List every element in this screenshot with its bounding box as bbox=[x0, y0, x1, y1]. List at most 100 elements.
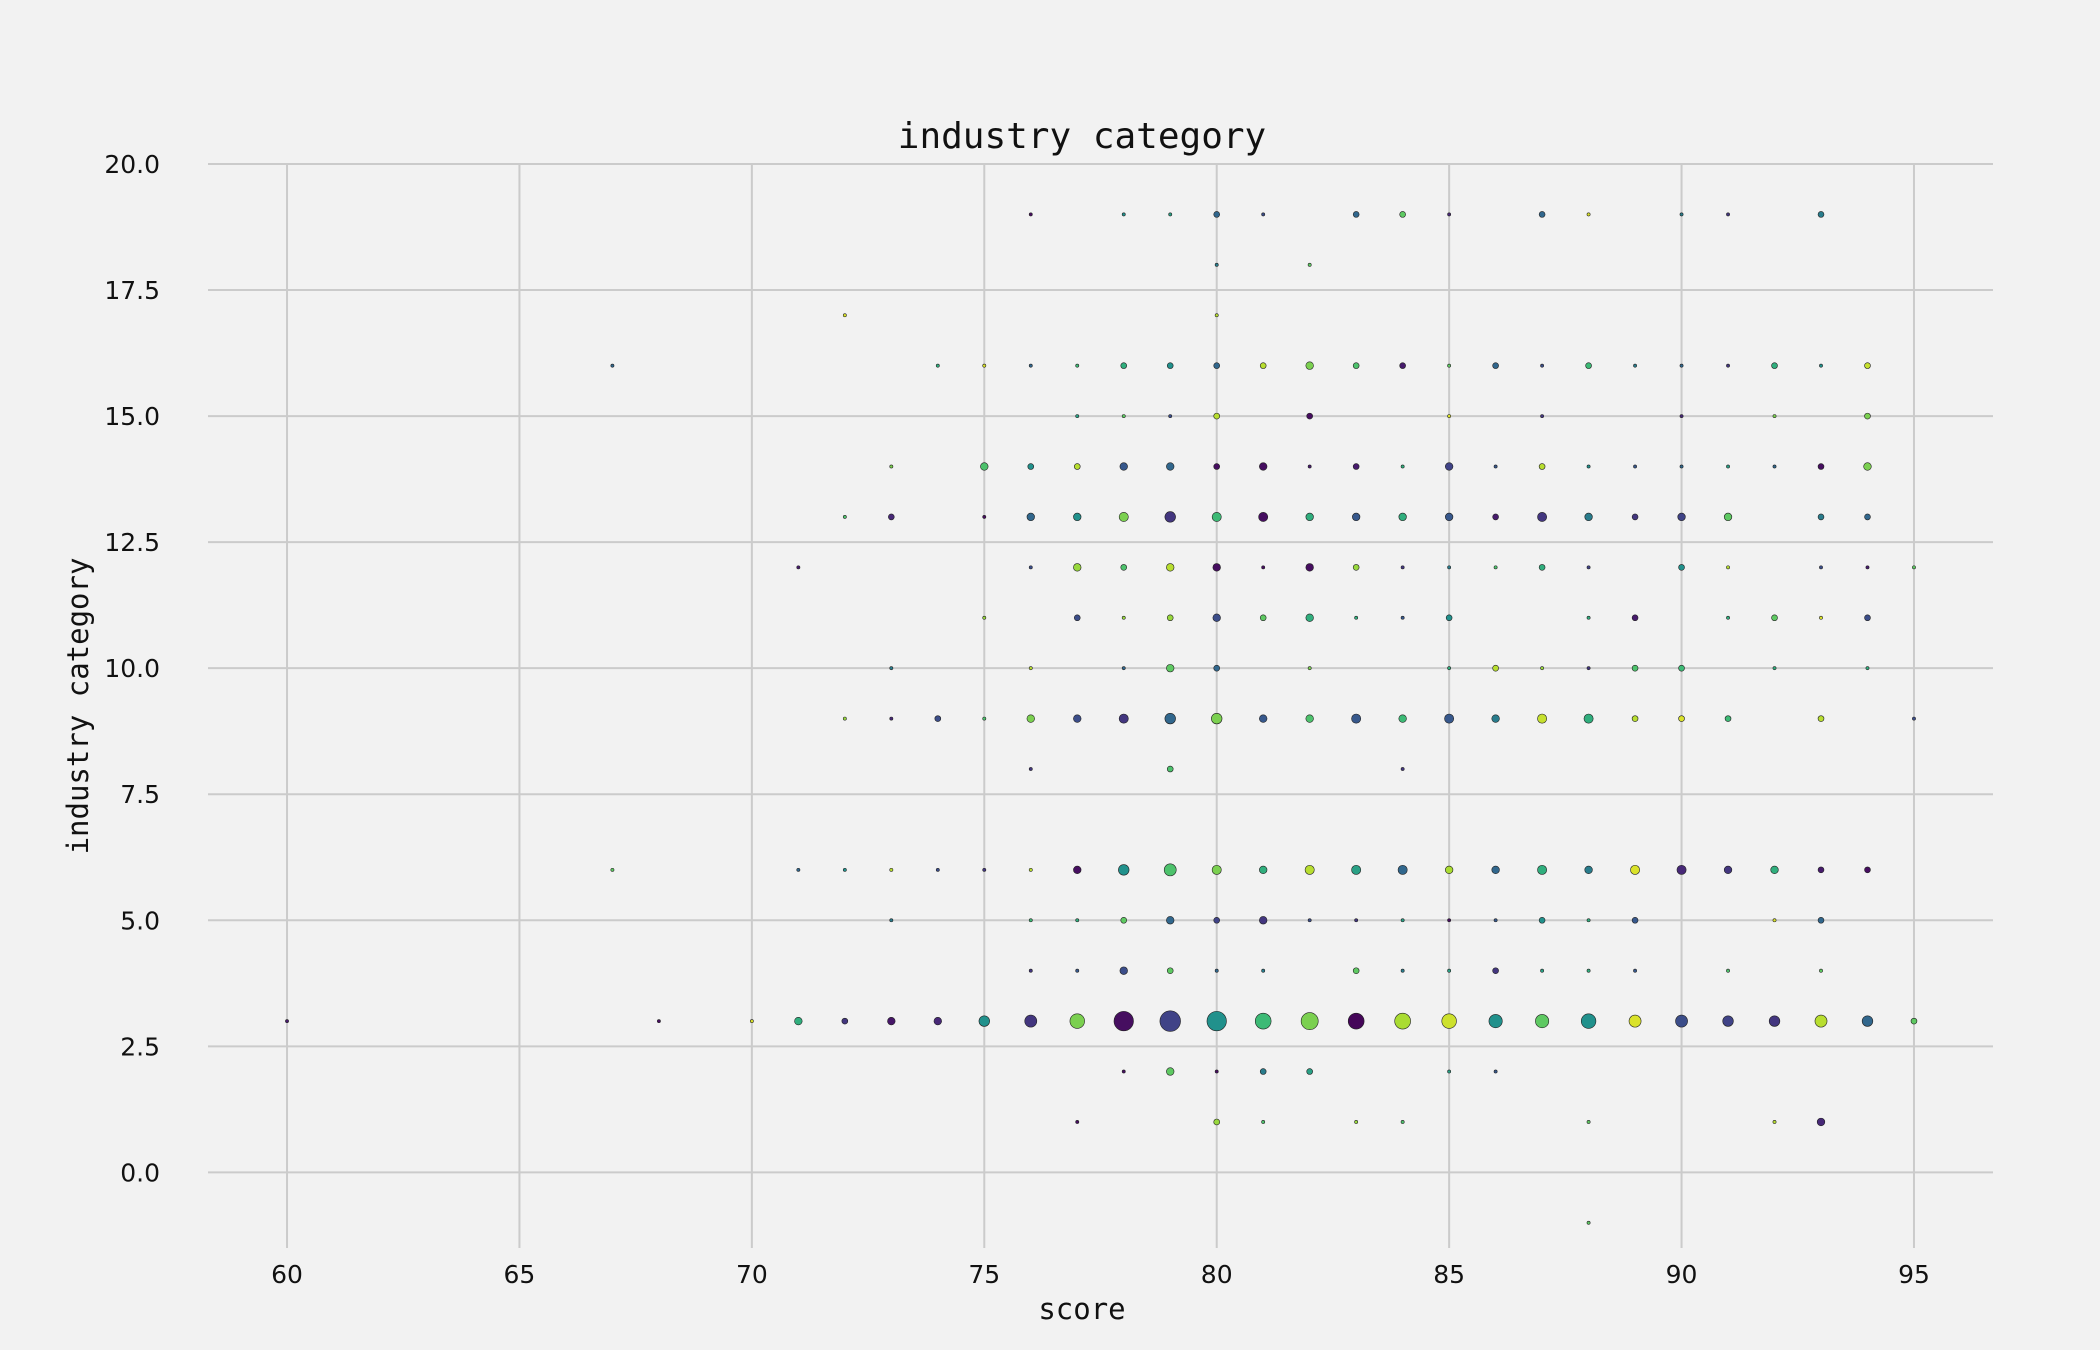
y-tick-label: 12.5 bbox=[104, 528, 160, 557]
data-point bbox=[1864, 614, 1871, 622]
data-point bbox=[1212, 563, 1221, 572]
y-tick-label: 5.0 bbox=[120, 906, 160, 935]
data-point bbox=[1307, 262, 1312, 267]
data-point bbox=[1723, 512, 1733, 522]
data-point bbox=[1630, 864, 1640, 875]
data-point bbox=[1817, 513, 1825, 521]
data-point bbox=[980, 462, 989, 471]
data-point bbox=[1864, 362, 1871, 369]
data-point bbox=[1586, 615, 1591, 620]
data-point bbox=[1352, 512, 1361, 522]
data-point bbox=[1069, 1013, 1085, 1029]
data-point bbox=[1307, 918, 1312, 923]
data-point bbox=[1538, 564, 1546, 571]
x-tick-label: 60 bbox=[271, 1260, 303, 1289]
data-point bbox=[1585, 362, 1592, 369]
data-point bbox=[1400, 615, 1405, 620]
data-point bbox=[1400, 464, 1405, 469]
data-point bbox=[1726, 968, 1730, 973]
data-point bbox=[1441, 1013, 1457, 1029]
data-point bbox=[1259, 916, 1268, 925]
data-point bbox=[1865, 565, 1870, 570]
data-point bbox=[1586, 464, 1591, 469]
data-point bbox=[794, 1016, 803, 1026]
data-point bbox=[1121, 1069, 1126, 1074]
data-point bbox=[1212, 613, 1221, 622]
data-point bbox=[1027, 463, 1035, 470]
data-point bbox=[1819, 565, 1823, 570]
data-point bbox=[1306, 412, 1313, 420]
data-point bbox=[1214, 313, 1219, 318]
data-point bbox=[1399, 362, 1406, 369]
data-point bbox=[1211, 512, 1222, 522]
data-point bbox=[1633, 363, 1637, 368]
data-point bbox=[1447, 414, 1452, 418]
data-point bbox=[1400, 968, 1405, 973]
data-point bbox=[285, 1019, 289, 1024]
data-point bbox=[1538, 463, 1546, 470]
data-points bbox=[285, 211, 1918, 1225]
y-tick-label: 2.5 bbox=[120, 1032, 160, 1061]
data-point bbox=[1493, 464, 1498, 469]
data-point bbox=[1540, 968, 1545, 973]
x-tick-label: 80 bbox=[1201, 1260, 1233, 1289]
data-point bbox=[1726, 363, 1730, 368]
data-point bbox=[1535, 1014, 1550, 1029]
data-point bbox=[1679, 464, 1684, 469]
data-point bbox=[1166, 1067, 1175, 1076]
data-point bbox=[796, 867, 801, 872]
data-point bbox=[1347, 1012, 1365, 1030]
data-point bbox=[1400, 565, 1405, 570]
data-point bbox=[1726, 615, 1730, 620]
data-point bbox=[1259, 714, 1268, 723]
data-point bbox=[1164, 712, 1176, 725]
data-point bbox=[1028, 666, 1033, 671]
data-point bbox=[1300, 1012, 1319, 1030]
data-point bbox=[1305, 512, 1314, 522]
data-point bbox=[1678, 564, 1685, 571]
data-point bbox=[1817, 715, 1825, 722]
data-point bbox=[610, 363, 615, 368]
data-point bbox=[841, 1017, 849, 1025]
data-point bbox=[1028, 565, 1033, 570]
data-point bbox=[796, 565, 801, 570]
data-point bbox=[1488, 1014, 1503, 1029]
data-point bbox=[1586, 918, 1591, 923]
data-point bbox=[1677, 512, 1686, 522]
data-point bbox=[889, 918, 894, 923]
data-point bbox=[1073, 512, 1082, 522]
data-point bbox=[1118, 713, 1129, 724]
data-point bbox=[1304, 864, 1315, 875]
data-point bbox=[1447, 918, 1452, 923]
data-point bbox=[1724, 715, 1732, 722]
data-point bbox=[1400, 767, 1405, 771]
data-point bbox=[842, 716, 847, 721]
data-point bbox=[1491, 865, 1500, 874]
data-point bbox=[982, 515, 987, 519]
data-point bbox=[1864, 866, 1871, 874]
data-point bbox=[842, 515, 847, 519]
data-point bbox=[1445, 462, 1454, 471]
data-point bbox=[1675, 1014, 1688, 1028]
data-point bbox=[1159, 1010, 1181, 1032]
data-point bbox=[1075, 1120, 1080, 1124]
data-point bbox=[1817, 866, 1825, 874]
data-point bbox=[1121, 666, 1126, 671]
data-point bbox=[1678, 715, 1685, 722]
data-point bbox=[1492, 513, 1499, 521]
data-point bbox=[1584, 865, 1593, 874]
data-point bbox=[1493, 565, 1498, 570]
data-point bbox=[1678, 664, 1685, 672]
data-point bbox=[1726, 212, 1730, 217]
x-tick-label: 90 bbox=[1666, 1260, 1698, 1289]
data-point bbox=[889, 716, 894, 721]
data-point bbox=[887, 1016, 896, 1026]
data-point bbox=[1631, 715, 1639, 722]
data-point bbox=[1814, 1014, 1828, 1028]
data-point bbox=[1447, 363, 1452, 368]
data-point bbox=[1351, 713, 1362, 724]
data-point bbox=[1447, 565, 1452, 570]
chart-title: industry category bbox=[898, 116, 1266, 157]
data-point bbox=[1676, 864, 1687, 875]
data-point bbox=[1540, 363, 1545, 368]
